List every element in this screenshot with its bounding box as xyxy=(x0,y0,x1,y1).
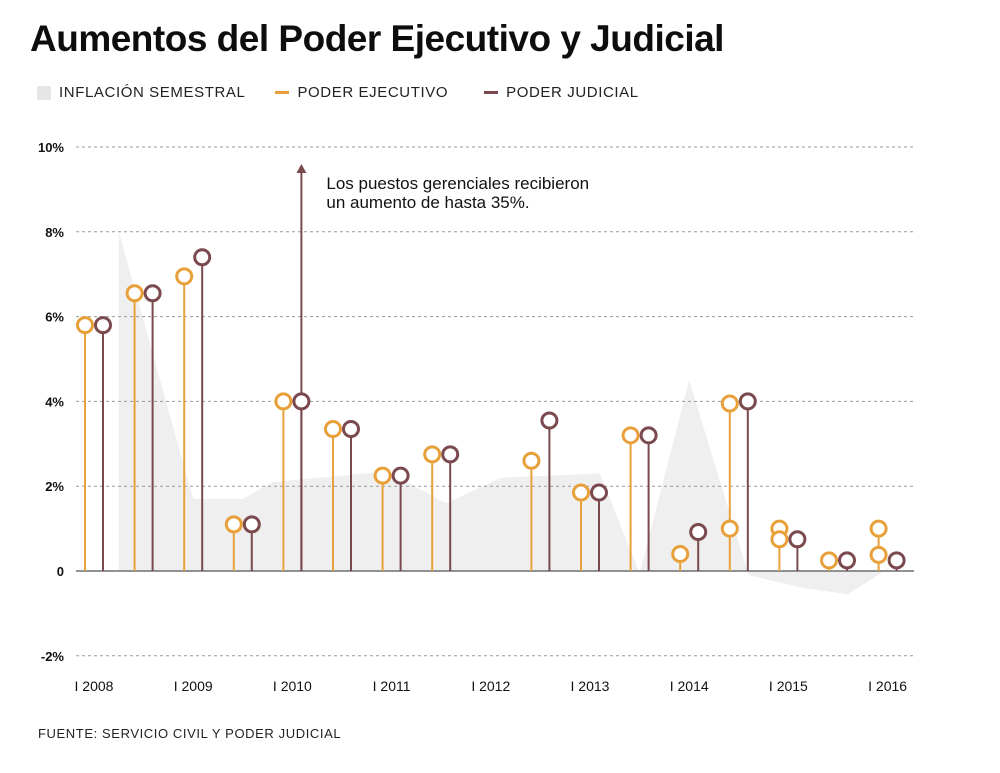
ejecutivo-marker xyxy=(224,515,243,534)
inflation-area-layer xyxy=(118,231,888,595)
judicial-marker xyxy=(887,551,906,570)
inflation-area xyxy=(118,231,888,595)
judicial-marker xyxy=(143,284,162,303)
legend-label-inflation: INFLACIÓN SEMESTRAL xyxy=(59,84,246,101)
y-tick-label: 6% xyxy=(45,310,64,325)
gridlines xyxy=(76,146,914,657)
x-tick-label: I 2008 xyxy=(75,678,114,694)
judicial-marker xyxy=(391,466,410,485)
judicial-marker xyxy=(193,248,212,267)
legend-item-judicial: PODER JUDICIAL xyxy=(484,84,639,101)
judicial-marker xyxy=(738,392,757,411)
x-tick-label: I 2014 xyxy=(670,678,709,694)
x-tick-label: I 2010 xyxy=(273,678,312,694)
x-tick-label: I 2016 xyxy=(868,678,907,694)
y-tick-label: 10% xyxy=(38,140,64,155)
y-tick-label: 2% xyxy=(45,479,64,494)
legend-item-ejecutivo: PODER EJECUTIVO xyxy=(275,84,448,101)
y-tick-label: 8% xyxy=(45,225,64,240)
judicial-marker xyxy=(292,392,311,411)
ejecutivo-marker xyxy=(869,545,888,564)
ejecutivo-marker xyxy=(720,394,739,413)
ejecutivo-marker xyxy=(76,316,94,335)
x-tick-label: I 2009 xyxy=(174,678,213,694)
y-tick-label: 4% xyxy=(45,394,64,409)
ejecutivo-marker xyxy=(671,545,690,564)
x-tick-label: I 2012 xyxy=(471,678,510,694)
legend-swatch-judicial xyxy=(484,91,499,94)
y-tick-label: -2% xyxy=(41,649,65,664)
ejecutivo-marker xyxy=(125,284,144,303)
x-tick-label: I 2015 xyxy=(769,678,808,694)
source-footer: FUENTE: SERVICIO CIVIL Y PODER JUDICIAL xyxy=(38,726,342,741)
legend-label-ejecutivo: PODER EJECUTIVO xyxy=(297,84,449,101)
judicial-marker xyxy=(838,551,856,570)
ejecutivo-marker xyxy=(820,551,838,570)
ejecutivo-marker xyxy=(572,483,590,502)
judicial-marker xyxy=(540,411,559,430)
judicial-marker xyxy=(94,316,112,335)
ejecutivo-marker xyxy=(770,530,789,549)
judicial-marker xyxy=(590,483,608,502)
judicial-marker xyxy=(788,530,807,549)
legend-swatch-ejecutivo xyxy=(275,91,290,94)
y-tick-label: 0 xyxy=(57,564,64,579)
legend: INFLACIÓN SEMESTRAL PODER EJECUTIVO PODE… xyxy=(37,84,669,101)
legend-swatch-inflation xyxy=(37,85,51,100)
judicial-marker xyxy=(441,445,460,464)
stems-layer xyxy=(84,257,898,571)
legend-label-judicial: PODER JUDICIAL xyxy=(506,84,639,101)
markers-layer xyxy=(76,248,906,570)
ejecutivo-marker xyxy=(621,426,640,445)
annotation-text: Los puestos gerenciales recibieron xyxy=(326,174,589,193)
ejecutivo-marker xyxy=(423,445,442,464)
judicial-marker xyxy=(342,419,360,438)
ejecutivo-marker xyxy=(373,466,392,485)
ejecutivo-marker xyxy=(720,519,739,538)
ejecutivo-marker xyxy=(869,519,888,538)
x-tick-label: I 2011 xyxy=(373,678,411,694)
y-axis-ticks: 10% 8% 6% 4% 2% 0 -2% xyxy=(38,140,64,664)
legend-item-inflation: INFLACIÓN SEMESTRAL xyxy=(37,84,245,101)
x-axis-ticks: I 2008 I 2009 I 2010 I 2011 I 2012 I 2013 I 20… xyxy=(75,678,908,694)
arrow-up-icon xyxy=(296,163,307,173)
ejecutivo-marker xyxy=(522,451,541,470)
judicial-marker xyxy=(639,426,658,445)
judicial-marker xyxy=(689,522,708,541)
judicial-marker xyxy=(242,515,261,534)
ejecutivo-marker xyxy=(175,267,194,286)
x-tick-label: I 2013 xyxy=(571,678,610,694)
ejecutivo-marker xyxy=(324,419,342,438)
ejecutivo-marker xyxy=(274,392,293,411)
annotation-text: un aumento de hasta 35%. xyxy=(326,193,529,212)
chart-title: Aumentos del Poder Ejecutivo y Judicial xyxy=(30,18,724,59)
